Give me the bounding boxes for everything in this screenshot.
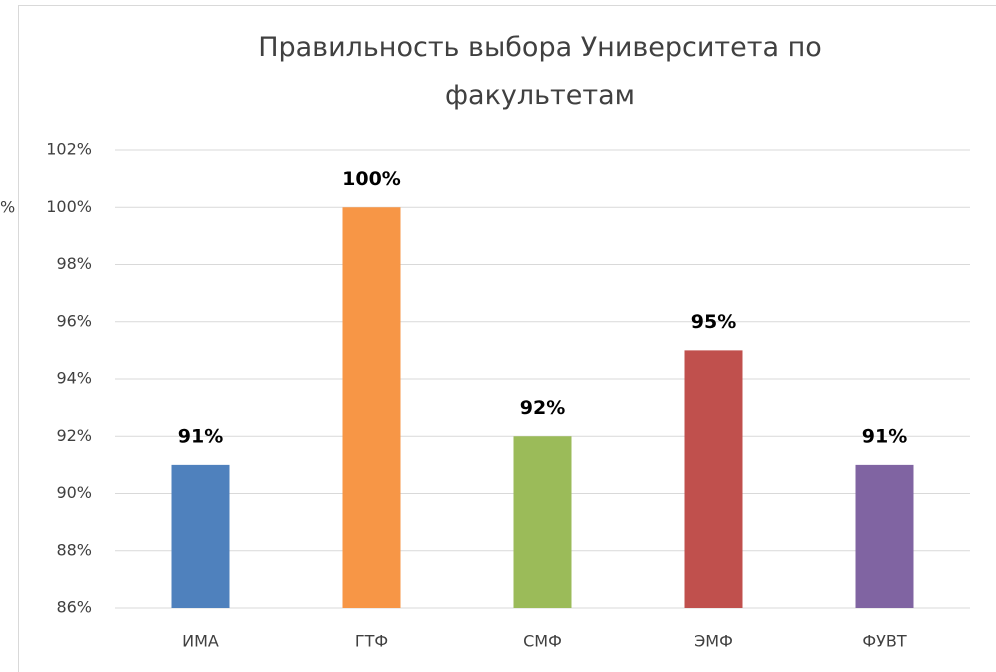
clipped-label: % <box>0 198 15 217</box>
y-tick-label: 86% <box>56 598 92 617</box>
data-label: 95% <box>691 311 736 333</box>
bar <box>171 464 230 608</box>
x-tick-label: ГТФ <box>355 632 388 651</box>
y-tick-label: 92% <box>56 426 92 445</box>
y-tick-label: 98% <box>56 254 92 273</box>
data-label: 91% <box>178 425 223 447</box>
data-label: 100% <box>342 168 401 190</box>
x-tick-label: ФУВТ <box>862 632 907 651</box>
bar <box>684 350 743 608</box>
y-tick-label: 96% <box>56 311 92 330</box>
y-tick-label: 94% <box>56 369 92 388</box>
x-tick-label: ЭМФ <box>694 632 733 651</box>
x-tick-label: СМФ <box>523 632 562 651</box>
data-label: 92% <box>520 397 565 419</box>
y-tick-label: 102% <box>46 140 92 159</box>
y-tick-label: 88% <box>56 540 92 559</box>
bar <box>342 207 401 608</box>
chart-title: Правильность выбора Университета по факу… <box>258 32 822 111</box>
x-tick-label: ИМА <box>182 632 219 651</box>
bar <box>513 436 572 608</box>
y-tick-label: 90% <box>56 483 92 502</box>
chart-border <box>18 5 996 672</box>
y-tick-label: 100% <box>46 197 92 216</box>
bar <box>855 464 914 608</box>
data-label: 91% <box>862 425 907 447</box>
